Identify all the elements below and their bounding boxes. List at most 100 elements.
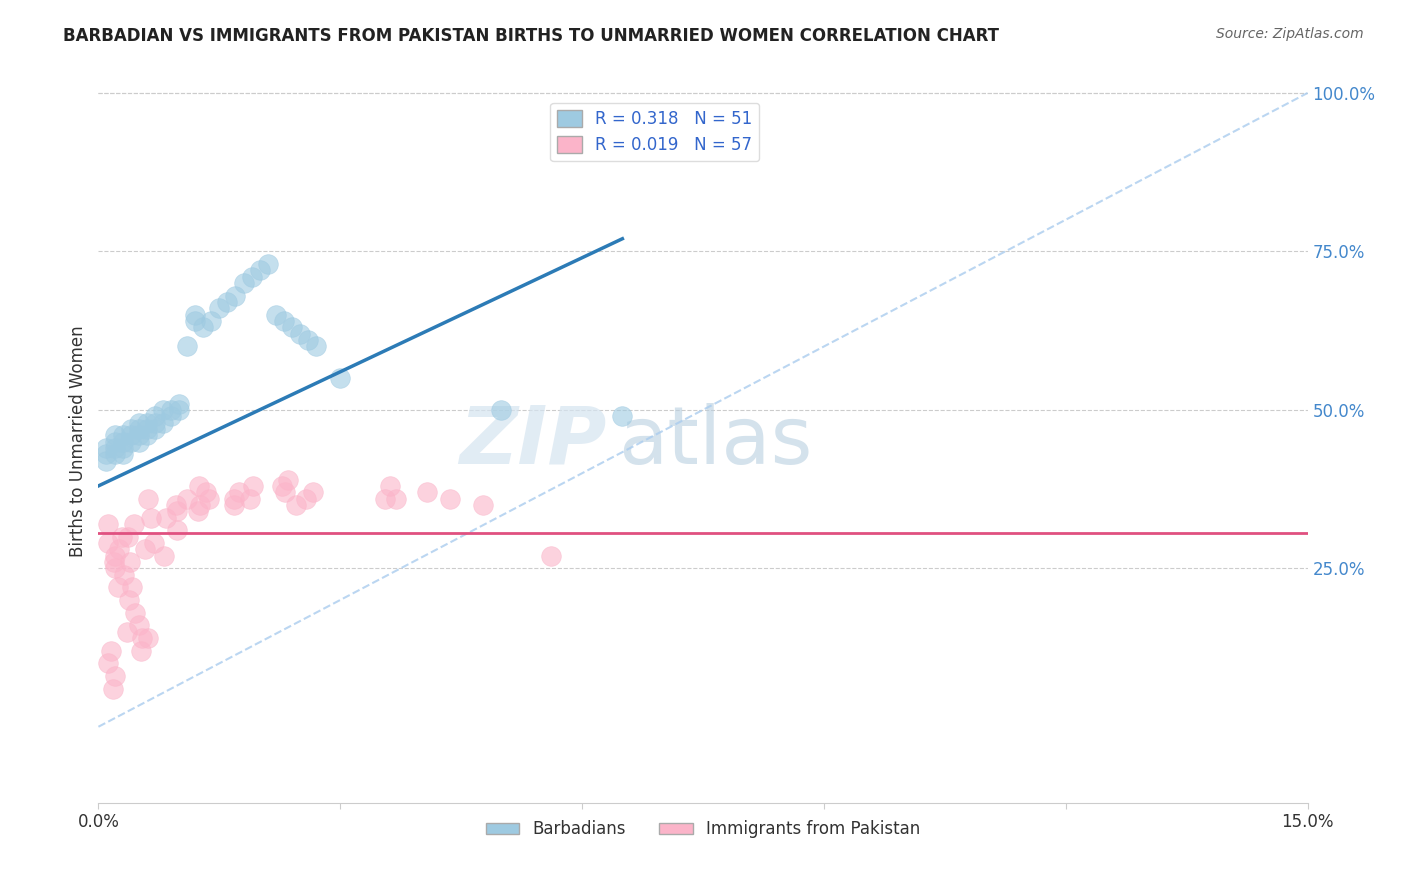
Point [118,555,141,569]
Point [165,498,187,512]
Point [104,669,127,683]
Point [384,491,406,506]
Point [128,434,150,449]
Point [101,681,124,696]
Point [200,314,222,328]
Point [128,428,150,442]
Point [472,498,495,512]
Point [128,416,150,430]
Point [103,447,125,461]
Point [176,491,198,506]
Point [540,549,562,563]
Text: ZIP: ZIP [458,402,606,481]
Point [120,428,142,442]
Point [184,314,207,328]
Point [277,473,299,487]
Point [135,422,157,436]
Point [111,447,134,461]
Point [264,308,287,322]
Point [193,320,215,334]
Point [96,447,118,461]
Point [153,549,176,563]
Point [131,631,153,645]
Point [380,479,402,493]
Point [96,453,118,467]
Point [176,339,198,353]
Text: atlas: atlas [619,402,813,481]
Point [166,523,188,537]
Point [249,263,271,277]
Point [285,498,308,512]
Point [160,402,183,417]
Point [166,504,188,518]
Point [224,289,246,303]
Point [97,516,120,531]
Point [491,402,513,417]
Point [160,409,183,424]
Point [143,536,166,550]
Point [120,434,142,449]
Point [155,510,177,524]
Point [416,485,439,500]
Point [305,339,328,353]
Point [270,479,292,493]
Point [152,416,174,430]
Point [187,504,209,518]
Point [103,434,125,449]
Point [104,561,127,575]
Point [143,409,166,424]
Point [240,269,263,284]
Point [108,542,131,557]
Point [222,498,245,512]
Point [208,301,231,316]
Point [374,491,396,506]
Point [167,396,190,410]
Point [97,536,120,550]
Point [198,491,221,506]
Point [143,422,166,436]
Point [139,510,162,524]
Point [103,555,125,569]
Point [301,485,323,500]
Point [117,530,139,544]
Text: Source: ZipAtlas.com: Source: ZipAtlas.com [1216,27,1364,41]
Point [128,618,150,632]
Point [111,428,134,442]
Point [120,422,142,436]
Point [96,441,118,455]
Point [195,485,218,500]
Point [135,428,157,442]
Point [232,276,254,290]
Point [103,428,125,442]
Point [112,567,135,582]
Point [100,643,122,657]
Point [111,441,134,455]
Point [239,491,262,506]
Legend: Barbadians, Immigrants from Pakistan: Barbadians, Immigrants from Pakistan [479,814,927,845]
Point [242,479,264,493]
Point [124,606,146,620]
Point [329,371,352,385]
Point [103,441,125,455]
Point [111,530,134,544]
Point [136,491,159,506]
Point [228,485,250,500]
Point [274,485,297,500]
Point [273,314,295,328]
Point [187,479,209,493]
Point [115,624,138,639]
Y-axis label: Births to Unmarried Women: Births to Unmarried Women [69,326,87,558]
Point [188,498,211,512]
Text: BARBADIAN VS IMMIGRANTS FROM PAKISTAN BIRTHS TO UNMARRIED WOMEN CORRELATION CHAR: BARBADIAN VS IMMIGRANTS FROM PAKISTAN BI… [63,27,1000,45]
Point [612,409,634,424]
Point [122,516,145,531]
Point [167,402,190,417]
Point [97,657,120,671]
Point [439,491,461,506]
Point [184,308,207,322]
Point [118,593,141,607]
Point [128,422,150,436]
Point [136,631,159,645]
Point [224,491,246,506]
Point [294,491,316,506]
